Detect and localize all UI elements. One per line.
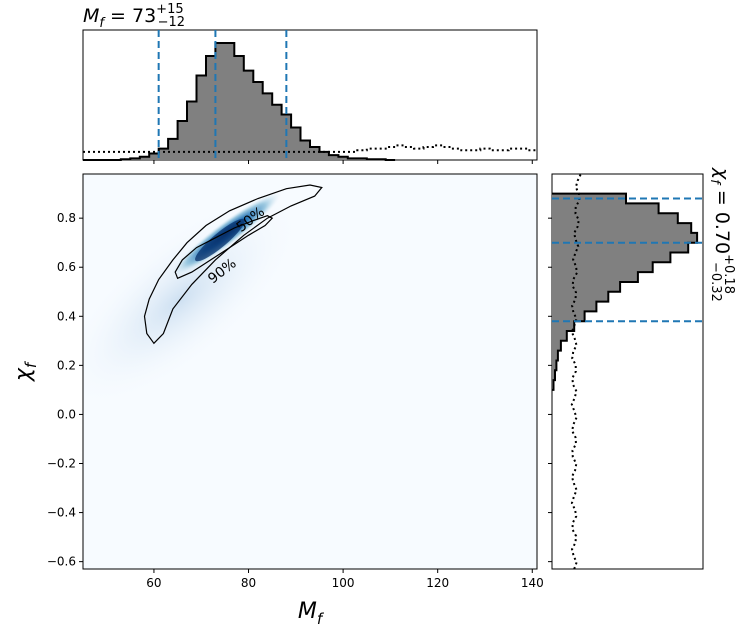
right-hist-title: χf = 0.70+0.18−0.32 xyxy=(707,167,736,302)
top-hist-title: Mf = 73+15 −12 xyxy=(83,2,185,31)
right-histogram: χf = 0.70+0.18−0.32 xyxy=(548,167,736,570)
main-xlabel: Mf xyxy=(298,599,325,628)
main-ylabel-base: χ xyxy=(11,367,36,382)
main-density-panel: 90%50%60 80 100 120 140−0.6−0.4−0.20.00.20.4… xyxy=(11,173,544,628)
right-hist-marks xyxy=(548,173,703,570)
right-hist-outline xyxy=(552,192,699,391)
main-ytick-label: −0.4 xyxy=(47,506,76,520)
main-ylabel-sub: f xyxy=(22,360,40,368)
right-title-base: χ xyxy=(711,167,733,180)
right-title-sup: +0.18 xyxy=(721,254,736,294)
right-hist-prior xyxy=(570,173,582,570)
top-histogram: Mf = 73+15 −12 xyxy=(82,2,538,164)
main-ytick-label: 0.2 xyxy=(57,358,76,372)
right-title-sub: f xyxy=(707,179,722,186)
top-hist-outline xyxy=(83,42,396,161)
top-hist-marks xyxy=(83,30,537,164)
main-ylabel: χf xyxy=(11,360,40,382)
main-xtick-label: 60 xyxy=(146,576,161,590)
main-frame xyxy=(82,173,538,570)
main-xlabel-base: M xyxy=(298,599,317,624)
main-xtick-label: 100 xyxy=(332,576,355,590)
top-title-sub: f xyxy=(99,16,106,31)
main-ytick-label: 0.0 xyxy=(57,407,76,421)
main-xtick-label: 140 xyxy=(521,576,544,590)
main-ytick-label: 0.6 xyxy=(57,260,76,274)
main-ytick-label: 0.8 xyxy=(57,211,76,225)
top-title-rest: = 73 xyxy=(104,5,156,27)
main-ytick-label: −0.6 xyxy=(47,555,76,569)
right-title-sub2: −0.32 xyxy=(708,262,723,302)
main-ytick-label: −0.2 xyxy=(47,457,76,471)
top-title-sub2: −12 xyxy=(158,15,185,30)
top-hist-frame xyxy=(82,29,538,161)
top-hist-bars xyxy=(83,43,396,160)
right-title-rest: = 0.70 xyxy=(711,184,733,254)
top-hist-prior xyxy=(83,144,537,153)
contour-90pct xyxy=(143,184,323,345)
main-ytick-label: 0.4 xyxy=(57,309,76,323)
contour-50pct xyxy=(174,215,274,280)
top-title-base: M xyxy=(83,5,99,27)
main-xtick-label: 120 xyxy=(426,576,449,590)
main-xtick-label: 80 xyxy=(241,576,256,590)
main-xlabel-sub: f xyxy=(317,610,325,628)
top-title-sup: +15 xyxy=(156,2,183,17)
